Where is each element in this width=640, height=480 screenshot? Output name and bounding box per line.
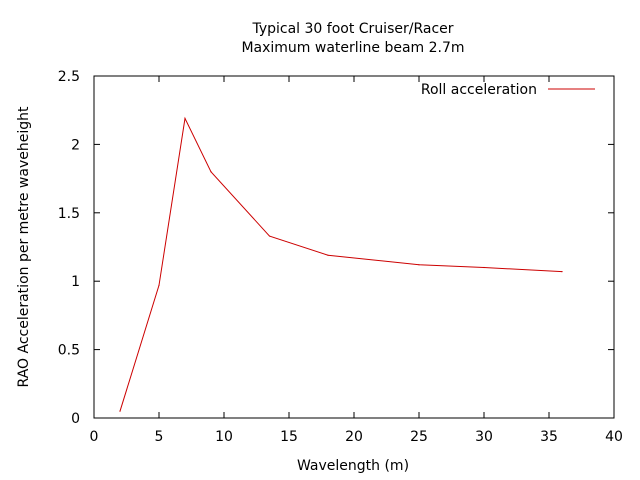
data-point xyxy=(561,271,563,273)
y-tick-label: 1 xyxy=(71,274,80,290)
x-tick-label: 15 xyxy=(280,429,298,445)
x-tick-label: 35 xyxy=(540,429,558,445)
y-axis: 0 0.5 1 1.5 2 2.5 xyxy=(58,69,614,427)
y-axis-label: RAO Acceleration per metre waveheight xyxy=(16,106,32,387)
x-tick-label: 10 xyxy=(215,429,233,445)
series-layer xyxy=(119,116,563,412)
data-point xyxy=(418,264,420,266)
x-axis-label: Wavelength (m) xyxy=(297,458,409,474)
y-tick-label: 2.5 xyxy=(58,69,80,85)
series-line-roll-acceleration xyxy=(119,116,563,412)
y-tick-label: 0 xyxy=(71,411,80,427)
x-tick-label: 30 xyxy=(475,429,493,445)
x-tick-label: 25 xyxy=(410,429,428,445)
data-point xyxy=(210,171,212,173)
x-tick-label: 20 xyxy=(345,429,363,445)
chart-subtitle: Maximum waterline beam 2.7m xyxy=(241,40,464,56)
legend-label-roll-acceleration: Roll acceleration xyxy=(421,82,537,98)
chart-title: Typical 30 foot Cruiser/Racer xyxy=(251,21,453,37)
data-point xyxy=(119,410,121,412)
x-tick-label: 5 xyxy=(155,429,164,445)
data-point xyxy=(158,284,160,286)
y-tick-label: 1.5 xyxy=(58,206,80,222)
x-tick-label: 0 xyxy=(90,429,99,445)
data-point xyxy=(483,266,485,269)
data-point xyxy=(327,254,329,256)
y-tick-label: 0.5 xyxy=(58,343,80,359)
plot-frame xyxy=(93,75,615,419)
x-axis: 0 5 10 15 20 25 30 35 40 xyxy=(90,76,623,445)
x-tick-label: 40 xyxy=(605,429,623,445)
legend: Roll acceleration xyxy=(421,82,595,98)
y-tick-label: 2 xyxy=(71,137,80,153)
data-point xyxy=(268,235,271,237)
data-point xyxy=(184,117,186,120)
